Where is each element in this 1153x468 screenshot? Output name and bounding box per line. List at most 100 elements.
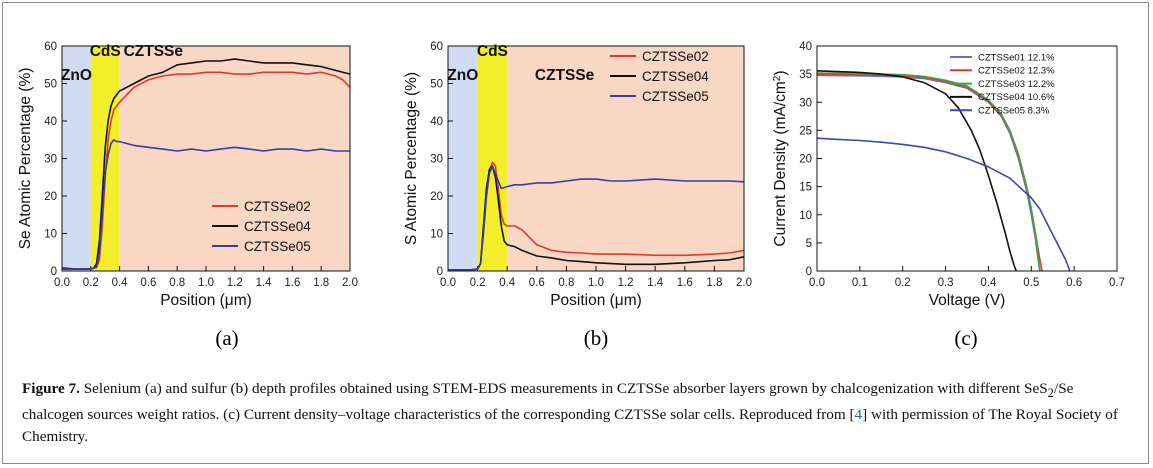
y-tick-label: 50 (430, 79, 443, 91)
panel-a-plot-frame (61, 45, 351, 272)
panel-a-y-tick-labels: 0 10 20 30 40 50 60 (44, 41, 57, 278)
x-tick-label: 0.0 (809, 277, 825, 289)
caption-text-2: /Se chalcogen sources weight ratios. (c)… (22, 380, 1074, 424)
x-tick-label: 0.5 (1023, 277, 1039, 289)
legend-entry-cztsse02: CZTSSe02 (244, 199, 311, 214)
x-tick-label: 0.2 (83, 277, 99, 289)
y-tick-label: 50 (44, 79, 57, 91)
y-tick-label: 30 (44, 154, 57, 166)
y-tick-label: 40 (799, 41, 812, 53)
x-tick-label: 0.0 (440, 277, 456, 289)
panel-c-legend: CZTSSe01 12.1% CZTSSe02 12.3% CZTSSe03 12.… (950, 52, 1055, 117)
x-tick-label: 0.8 (558, 277, 574, 289)
panel-c-y-tick-labels: 0 5 10 15 20 25 30 35 40 (799, 41, 812, 278)
panel-c-plot-frame (816, 45, 1118, 272)
x-tick-label: 0.6 (529, 277, 545, 289)
region-band-cztsse (119, 46, 350, 271)
panel-b-region-labels: ZnO CdS CZTSSe (447, 43, 594, 84)
y-tick-label: 60 (430, 41, 443, 53)
figure-caption: Figure 7. Selenium (a) and sulfur (b) de… (22, 378, 1132, 448)
y-tick-label: 5 (806, 238, 812, 250)
panel-b-label: (b) (584, 326, 609, 350)
panel-a-y-axis-title: Se Atomic Percentage (%) (17, 68, 34, 250)
panel-c-y-axis-title-main: Current Density (mA/cm (772, 81, 789, 246)
y-tick-label: 35 (799, 69, 812, 81)
x-tick-label: 0.1 (852, 277, 868, 289)
panel-a-series (61, 58, 351, 270)
series-line-cztsse05 (816, 137, 1071, 272)
panel-c-label: (c) (954, 326, 977, 350)
legend-entry-cztsse02: CZTSSe02 (642, 49, 709, 64)
series-line-cztsse03 (816, 72, 1041, 272)
panel-c-x-tick-labels: 0.0 0.1 0.2 0.3 0.4 0.5 0.6 0.7 (809, 277, 1125, 289)
y-tick-label: 0 (806, 266, 812, 278)
x-tick-label: 0.4 (980, 277, 997, 289)
x-tick-label: 1.6 (677, 277, 693, 289)
panel-b-series (448, 161, 745, 271)
panel-a-region-labels: ZnO CdS CZTSSe (61, 43, 184, 84)
region-label-cztsse: CZTSSe (535, 67, 595, 84)
x-tick-label: 1.4 (647, 277, 664, 289)
series-line-cztsse02 (816, 73, 1043, 272)
caption-subscript: 2 (1047, 386, 1054, 401)
x-tick-label: 0.2 (470, 277, 486, 289)
x-tick-label: 1.8 (706, 277, 722, 289)
region-label-zno: ZnO (447, 67, 478, 84)
panel-c-y-axis-title: Current Density (mA/cm2) (772, 70, 790, 246)
panel-b-x-axis-title: Position (μm) (550, 292, 642, 309)
caption-figure-label: Figure 7. (22, 380, 80, 397)
figure-charts: 0.0 0.2 0.4 0.6 0.8 1.0 1.2 1.4 1.6 1.8 2.0 010203… (17, 41, 1125, 350)
panel-c-series (816, 70, 1071, 272)
x-tick-label: 0.6 (140, 277, 156, 289)
legend-entry-cztsse02: CZTSSe02 12.3% (978, 66, 1055, 77)
x-tick-label: 0.7 (1109, 277, 1125, 289)
x-tick-label: 0.0 (54, 277, 70, 289)
series-line-cztsse04 (816, 70, 1018, 272)
panel-b-y-axis-title: S Atomic Percentage (%) (403, 72, 420, 245)
panel-a-x-tick-labels: 0.0 0.2 0.4 0.6 0.8 1.0 1.2 1.4 1.6 1.8 2.0 (54, 277, 358, 289)
x-tick-label: 1.6 (284, 277, 300, 289)
panel-c-x-axis-title: Voltage (V) (929, 292, 1006, 309)
panel-b-y-tick-labels: 0 10 20 30 40 50 60 (430, 41, 443, 278)
x-tick-label: 0.2 (895, 277, 911, 289)
x-tick-label: 2.0 (342, 277, 358, 289)
legend-entry-cztsse05: CZTSSe05 8.3% (978, 106, 1050, 117)
region-label-zno: ZnO (61, 67, 92, 84)
x-tick-label: 1.8 (313, 277, 329, 289)
legend-entry-cztsse05: CZTSSe05 (244, 239, 311, 254)
panel-a-legend: CZTSSe02 CZTSSe04 CZTSSe05 (212, 199, 311, 254)
x-tick-label: 0.6 (1066, 277, 1082, 289)
x-tick-label: 1.2 (227, 277, 243, 289)
panel-c-y-axis-title-close: ) (772, 70, 789, 75)
y-tick-label: 20 (799, 154, 812, 166)
y-tick-label: 20 (430, 191, 443, 203)
panel-b-x-tick-labels: 0.0 0.2 0.4 0.6 0.8 1.0 1.2 1.4 1.6 1.8 2.0 (440, 277, 752, 289)
y-tick-label: 25 (799, 125, 812, 137)
y-tick-label: 40 (430, 116, 443, 128)
y-tick-label: 0 (437, 266, 443, 278)
y-tick-label: 15 (799, 182, 812, 194)
x-tick-label: 1.0 (588, 277, 604, 289)
panel-a-x-axis-title: Position (μm) (160, 292, 252, 309)
panel-a-regions (62, 46, 350, 271)
x-tick-label: 0.3 (938, 277, 954, 289)
panel-b-s-profile: 0.0 0.2 0.4 0.6 0.8 1.0 1.2 1.4 1.6 1.8 2.0 0 10 20 3… (403, 41, 752, 350)
y-tick-label: 10 (430, 229, 443, 241)
y-tick-label: 40 (44, 116, 57, 128)
y-tick-label: 30 (799, 97, 812, 109)
panel-b-plot-frame (447, 45, 745, 272)
y-tick-label: 0 (51, 266, 57, 278)
series-line-cztsse04 (61, 58, 351, 270)
caption-text-1: Selenium (a) and sulfur (b) depth profil… (79, 380, 1048, 397)
caption-text-3: ] with permission of The Royal Society o… (22, 406, 1118, 446)
region-label-cds: CdS (90, 43, 121, 60)
caption-citation-link[interactable]: 4 (854, 406, 863, 424)
panel-c-y-axis-title-sup: 2 (772, 75, 783, 81)
region-label-cztsse: CZTSSe (124, 43, 184, 60)
x-tick-label: 1.2 (618, 277, 634, 289)
y-tick-label: 30 (430, 154, 443, 166)
y-tick-label: 60 (44, 41, 57, 53)
x-tick-label: 1.4 (256, 277, 273, 289)
series-line-cztsse05 (448, 165, 745, 271)
